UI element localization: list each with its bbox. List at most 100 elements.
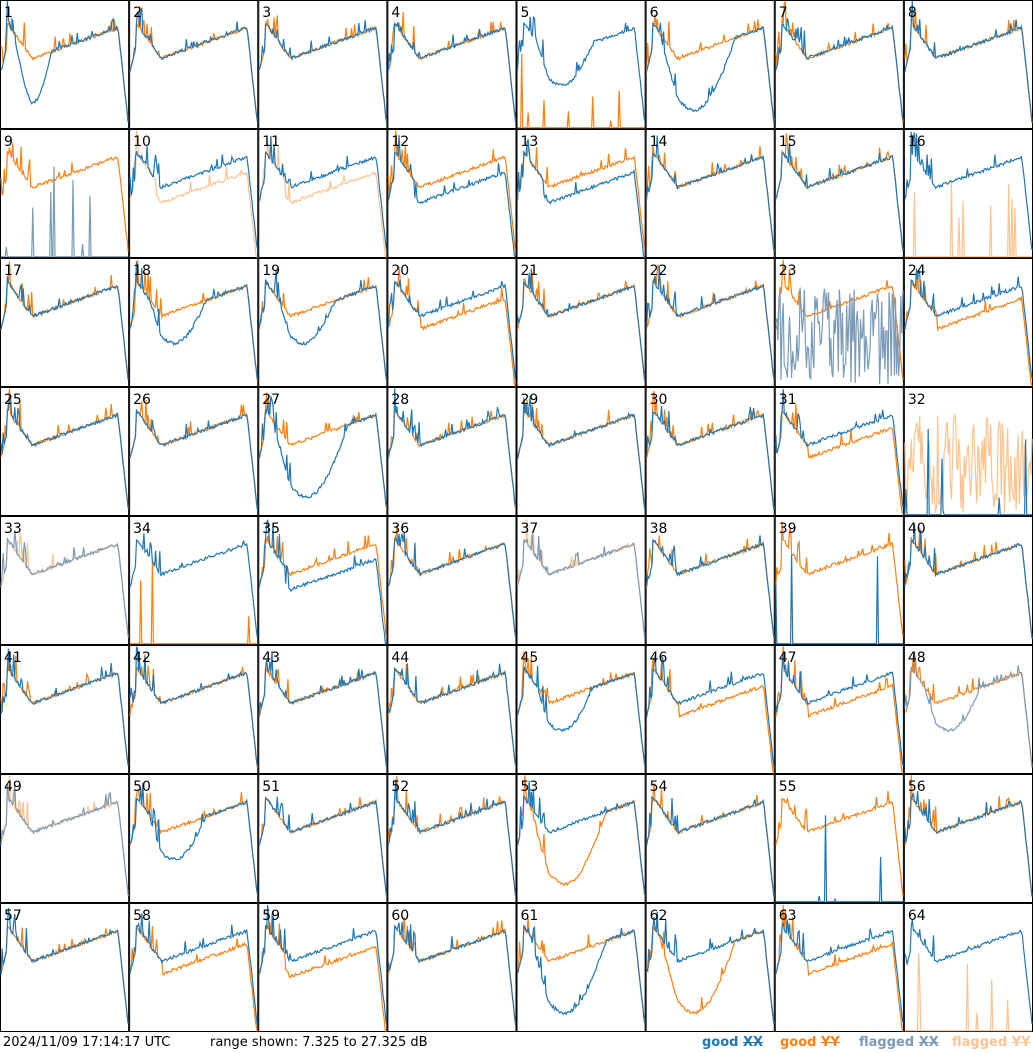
- tile-label: 44: [391, 650, 409, 666]
- series-yy: [129, 130, 258, 258]
- tile-frame: [258, 0, 388, 129]
- tile-label: 21: [521, 263, 539, 279]
- tile-frame: [774, 258, 904, 387]
- series-xx: [0, 907, 129, 1024]
- tile-label: 20: [391, 263, 409, 279]
- tile-label: 34: [133, 521, 151, 537]
- series-xx: [904, 918, 1033, 1025]
- series-yy: [387, 12, 517, 121]
- series-xx: [775, 919, 904, 1023]
- series-xx: [387, 22, 517, 123]
- tile-frame: [645, 387, 775, 516]
- series-xx: [646, 654, 775, 768]
- tile-32: 32: [903, 387, 1033, 516]
- tile-36: 36: [387, 516, 517, 645]
- tile-63: 63: [774, 903, 904, 1032]
- series-yy: [129, 653, 258, 768]
- tile-label: 26: [133, 392, 151, 408]
- series-xx: [904, 790, 1033, 897]
- series-xx: [516, 780, 646, 895]
- tile-label: 4: [391, 5, 400, 21]
- tile-48: 48: [903, 645, 1033, 774]
- series-xx: [258, 796, 387, 896]
- tile-label: 7: [779, 5, 788, 21]
- tile-label: 54: [650, 779, 668, 795]
- tile-frame: [387, 774, 517, 903]
- series-xx: [258, 135, 387, 250]
- tile-30: 30: [645, 387, 775, 516]
- tile-frame: [774, 387, 904, 516]
- series-xx: [258, 20, 387, 122]
- series-yy: [129, 6, 258, 121]
- tile-label: 29: [521, 392, 539, 408]
- series-xx: [129, 261, 258, 380]
- tile-frame: [645, 129, 775, 258]
- tile-label: 30: [650, 392, 668, 408]
- tile-label: 52: [391, 779, 409, 795]
- tile-frame: [645, 0, 775, 129]
- tile-label: 24: [908, 263, 926, 279]
- series-xx: [516, 268, 646, 381]
- series-xx: [129, 146, 258, 249]
- tile-label: 11: [262, 134, 280, 150]
- series-yy: [904, 527, 1033, 639]
- series-xx: [775, 17, 904, 120]
- series-yy: [775, 905, 904, 1032]
- tile-frame: [774, 516, 904, 645]
- series-xx: [516, 396, 646, 510]
- series-yy: [258, 140, 387, 258]
- tile-frame: [0, 387, 130, 516]
- series-xx: [775, 554, 903, 645]
- tile-62: 62: [645, 903, 775, 1032]
- series-xx: [387, 279, 517, 381]
- series-yy: [775, 403, 904, 516]
- tile-frame: [387, 0, 517, 129]
- tile-frame: [258, 129, 388, 258]
- series-xx: [904, 524, 1033, 638]
- series-xx: [646, 911, 775, 1024]
- tile-frame: [387, 258, 517, 387]
- series-yy: [516, 651, 646, 765]
- tile-label: 23: [779, 263, 797, 279]
- tile-frame: [903, 0, 1033, 129]
- series-yy: [516, 272, 646, 381]
- series-xx: [646, 796, 775, 897]
- tile-frame: [0, 516, 130, 645]
- series-yy: [387, 266, 517, 387]
- tile-35: 35: [258, 516, 388, 645]
- tile-frame: [516, 645, 646, 774]
- tile-19: 19: [258, 258, 388, 387]
- series-yy: [646, 264, 775, 379]
- series-xx: [129, 408, 258, 510]
- tile-frame: [387, 516, 517, 645]
- tile-frame: [258, 258, 388, 387]
- tile-label: 5: [521, 5, 530, 21]
- series-yy: [646, 657, 775, 774]
- series-yy: [258, 535, 387, 638]
- tile-24: 24: [903, 258, 1033, 387]
- tile-54: 54: [645, 774, 775, 903]
- tile-4: 4: [387, 0, 517, 129]
- series-xx: [258, 396, 387, 507]
- tile-label: 46: [650, 650, 668, 666]
- tile-55: 55: [774, 774, 904, 903]
- tile-label: 9: [4, 134, 13, 150]
- tile-label: 48: [908, 650, 926, 666]
- tile-frame: [0, 645, 130, 774]
- series-xx: [516, 16, 646, 121]
- tile-28: 28: [387, 387, 517, 516]
- tile-5: 5: [516, 0, 646, 129]
- series-xx: [387, 663, 517, 766]
- series-yy: [775, 1, 904, 123]
- tile-label: 61: [521, 908, 539, 924]
- tile-label: 8: [908, 5, 917, 21]
- tile-frame: [774, 903, 904, 1032]
- tile-label: 53: [521, 779, 539, 795]
- series-xx: [387, 135, 516, 258]
- series-yy: [258, 912, 387, 1032]
- series-xx: [775, 143, 904, 251]
- tile-frame: [0, 129, 130, 258]
- tile-label: 10: [133, 134, 151, 150]
- series-yy: [388, 525, 517, 637]
- series-xx: [0, 648, 129, 766]
